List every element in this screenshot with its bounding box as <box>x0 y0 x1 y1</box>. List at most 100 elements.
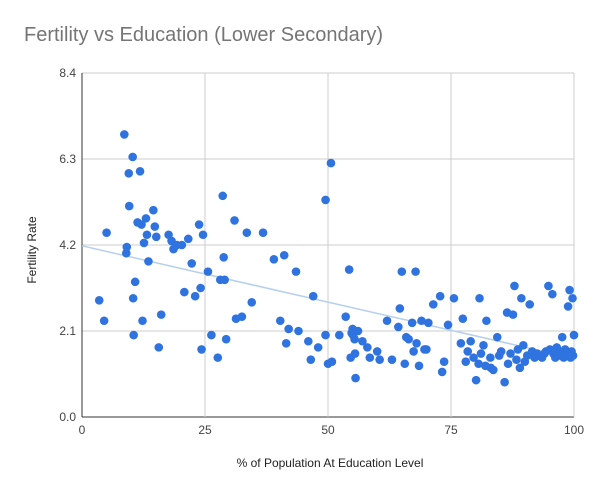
data-point <box>150 222 160 231</box>
data-point <box>129 330 138 340</box>
data-point <box>294 326 303 336</box>
data-point <box>94 295 104 305</box>
data-point <box>247 298 257 307</box>
data-point <box>382 316 392 326</box>
x-tick-label: 75 <box>444 423 458 437</box>
data-point <box>207 330 216 340</box>
data-point <box>569 330 579 340</box>
data-point <box>463 347 473 356</box>
y-tick-label: 6.3 <box>59 152 76 166</box>
x-tick-label: 50 <box>321 423 335 437</box>
data-point <box>321 195 330 205</box>
data-point <box>219 252 228 262</box>
x-tick-label: 100 <box>564 423 584 437</box>
data-point <box>275 316 285 326</box>
data-point <box>149 205 158 215</box>
data-point <box>284 324 293 334</box>
data-point <box>177 240 187 250</box>
data-point <box>144 257 153 266</box>
y-tick-label: 8.4 <box>59 66 76 80</box>
data-point <box>128 152 137 162</box>
data-point <box>197 345 206 354</box>
trendline-layer <box>81 245 575 360</box>
data-point <box>350 349 360 358</box>
data-point <box>327 357 337 367</box>
data-point <box>565 285 574 295</box>
data-point <box>138 316 147 326</box>
data-point <box>120 130 129 139</box>
data-point <box>375 355 384 364</box>
data-point <box>496 347 506 356</box>
y-tick-label: 0.0 <box>59 410 76 424</box>
data-point <box>351 373 360 383</box>
data-point <box>326 158 336 168</box>
data-point <box>237 312 247 321</box>
data-point <box>544 281 553 291</box>
data-point <box>304 336 313 346</box>
data-point <box>449 293 459 303</box>
data-point <box>525 300 535 309</box>
data-point <box>474 359 483 369</box>
data-point <box>306 355 316 364</box>
data-point <box>563 302 573 311</box>
data-point <box>187 259 197 268</box>
data-point <box>479 341 488 350</box>
data-point <box>461 357 471 367</box>
data-point <box>489 365 498 375</box>
data-point <box>435 291 445 301</box>
x-tick-label: 0 <box>79 423 86 437</box>
data-point <box>198 230 208 240</box>
data-point <box>128 293 138 303</box>
data-point <box>313 343 323 352</box>
data-point <box>372 347 382 356</box>
data-point <box>568 351 578 360</box>
data-point <box>122 242 132 252</box>
data-point <box>344 265 354 274</box>
data-point <box>458 314 468 324</box>
data-point <box>500 377 509 387</box>
data-point <box>353 326 363 336</box>
data-point <box>404 334 413 344</box>
data-point <box>424 318 433 328</box>
data-point <box>221 334 231 344</box>
data-point <box>443 320 453 330</box>
data-point <box>203 267 213 276</box>
data-point <box>365 353 375 362</box>
data-point <box>350 334 359 344</box>
data-point <box>279 250 289 260</box>
chart-title: Fertility vs Education (Lower Secondary) <box>24 24 384 46</box>
data-point <box>137 220 146 229</box>
data-point <box>335 330 344 340</box>
data-point <box>469 353 478 362</box>
grid-lines <box>81 72 575 418</box>
y-axis-label: Fertility Rate <box>25 216 39 284</box>
data-point <box>503 359 513 369</box>
data-point <box>548 289 557 299</box>
data-point <box>213 353 223 362</box>
data-point <box>156 310 166 319</box>
y-tick-labels: 0.0 2.1 4.2 6.3 8.4 <box>59 66 76 424</box>
data-point <box>218 191 228 201</box>
data-point <box>180 287 189 297</box>
data-point <box>412 338 421 348</box>
data-point <box>281 338 291 348</box>
data-point <box>476 349 486 358</box>
y-tick-label: 2.1 <box>59 324 76 338</box>
data-point <box>141 214 151 223</box>
data-point <box>394 322 403 332</box>
data-point <box>519 341 528 350</box>
data-point <box>341 312 351 321</box>
x-tick-labels: 0 25 50 75 100 <box>79 423 585 437</box>
data-point <box>387 355 397 364</box>
data-point <box>492 332 502 342</box>
data-point <box>230 216 239 225</box>
data-point <box>130 277 140 287</box>
data-point <box>397 267 407 276</box>
data-point <box>269 255 279 264</box>
data-point <box>512 355 521 364</box>
data-point <box>411 267 420 276</box>
data-point <box>510 281 519 291</box>
data-point <box>407 318 417 328</box>
data-point <box>358 336 367 346</box>
data-point <box>475 293 484 303</box>
